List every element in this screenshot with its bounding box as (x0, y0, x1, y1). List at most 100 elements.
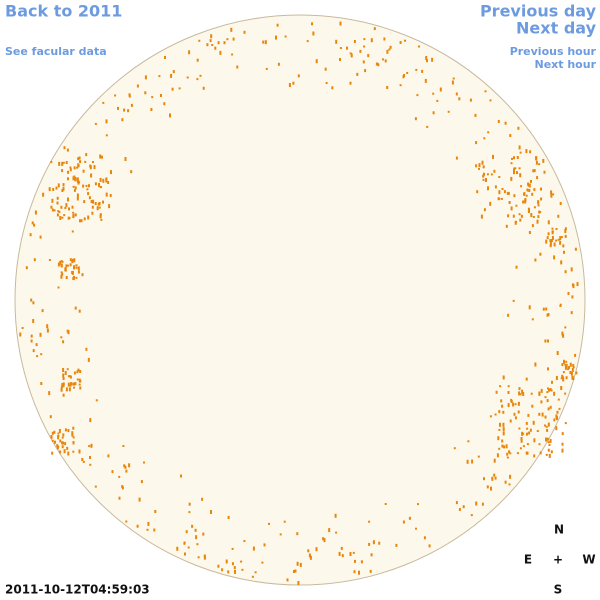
facula-dot (58, 161, 61, 166)
facula-dot (533, 438, 536, 443)
facula-dot (334, 513, 337, 518)
facula-dot (188, 50, 191, 55)
facula-dot (199, 74, 202, 77)
facula-dot (59, 216, 62, 220)
facula-dot (553, 242, 556, 247)
facula-dot (118, 496, 121, 500)
facula-dot (123, 108, 126, 112)
facula-dot (493, 473, 496, 477)
facula-dot (547, 339, 549, 343)
facula-dot (572, 366, 575, 369)
facula-dot (62, 393, 65, 397)
facula-dot (545, 437, 547, 442)
facula-dot (528, 305, 531, 310)
facula-dot (60, 385, 63, 389)
back-link[interactable]: Back to 2011 (5, 2, 122, 21)
next-day-link[interactable]: Next day (516, 19, 597, 38)
facula-dot (94, 202, 97, 205)
facula-dot (185, 530, 188, 534)
facula-dot (284, 35, 287, 38)
facula-dot (555, 426, 558, 431)
facula-dot (73, 371, 76, 375)
facula-dot (62, 377, 65, 380)
facula-dot (72, 436, 75, 439)
facula-dot (511, 157, 513, 160)
facula-dot (286, 578, 289, 582)
facula-dot (67, 170, 69, 174)
facula-dot (79, 386, 82, 390)
facula-dot (69, 263, 72, 267)
facula-dot (32, 319, 35, 323)
facular-link[interactable]: See facular data (5, 45, 107, 58)
facula-dot (169, 113, 171, 118)
facula-dot (530, 392, 533, 395)
facula-dot (561, 363, 564, 367)
facula-dot (516, 452, 519, 455)
facula-dot (499, 422, 501, 427)
facula-dot (402, 520, 405, 524)
facula-dot (64, 428, 67, 432)
facula-dot (99, 154, 102, 159)
facula-dot (99, 214, 102, 219)
facula-dot (73, 382, 76, 386)
facula-dot (73, 258, 76, 263)
facula-dot (469, 98, 472, 102)
facula-dot (349, 52, 352, 55)
facula-dot (41, 309, 44, 313)
facula-dot (514, 416, 517, 420)
facula-dot (203, 554, 206, 558)
facula-dot (136, 84, 139, 88)
facula-dot (30, 339, 33, 343)
facula-dot (375, 62, 378, 66)
facula-dot (51, 431, 54, 435)
facula-dot (262, 40, 265, 44)
facula-dot (509, 474, 512, 479)
facula-dot (549, 438, 552, 443)
facula-dot (56, 201, 59, 205)
facula-dot (550, 450, 553, 454)
facula-dot (21, 327, 24, 329)
facula-dot (528, 209, 530, 213)
facula-dot (61, 445, 64, 449)
facula-dot (73, 275, 75, 278)
facula-dot (74, 213, 77, 217)
facula-dot (507, 391, 510, 394)
previous-day-link[interactable]: Previous day (480, 2, 597, 21)
facula-dot (555, 228, 558, 230)
facula-dot (502, 427, 505, 432)
facula-dot (136, 524, 139, 528)
facula-dot (226, 38, 229, 41)
facula-dot (349, 81, 352, 85)
facula-dot (549, 388, 552, 391)
facula-dot (576, 282, 579, 287)
facula-dot (561, 448, 564, 453)
facula-dot (520, 214, 523, 218)
facula-dot (547, 387, 549, 390)
facula-dot (494, 476, 497, 480)
facula-dot (496, 453, 499, 458)
facula-dot (62, 161, 65, 164)
facula-dot (147, 521, 150, 526)
facula-dot (497, 120, 500, 123)
facula-dot (546, 399, 549, 403)
facula-dot (569, 362, 572, 367)
facula-dot (524, 198, 527, 202)
facula-dot (531, 318, 534, 321)
facula-dot (197, 556, 200, 559)
facula-dot (61, 436, 64, 439)
facula-dot (251, 575, 254, 578)
facula-dot (50, 161, 53, 163)
facula-dot (40, 382, 43, 385)
facula-dot (567, 292, 570, 295)
facula-dot (128, 94, 131, 98)
facula-dot (451, 80, 454, 85)
facula-dot (72, 450, 75, 453)
previous-hour-link[interactable]: Previous hour (510, 45, 597, 58)
facula-dot (306, 40, 309, 43)
facula-dot (74, 177, 77, 182)
facula-dot (526, 188, 529, 192)
facula-dot (125, 469, 128, 473)
facula-dot (111, 470, 114, 474)
next-hour-link[interactable]: Next hour (535, 58, 597, 71)
